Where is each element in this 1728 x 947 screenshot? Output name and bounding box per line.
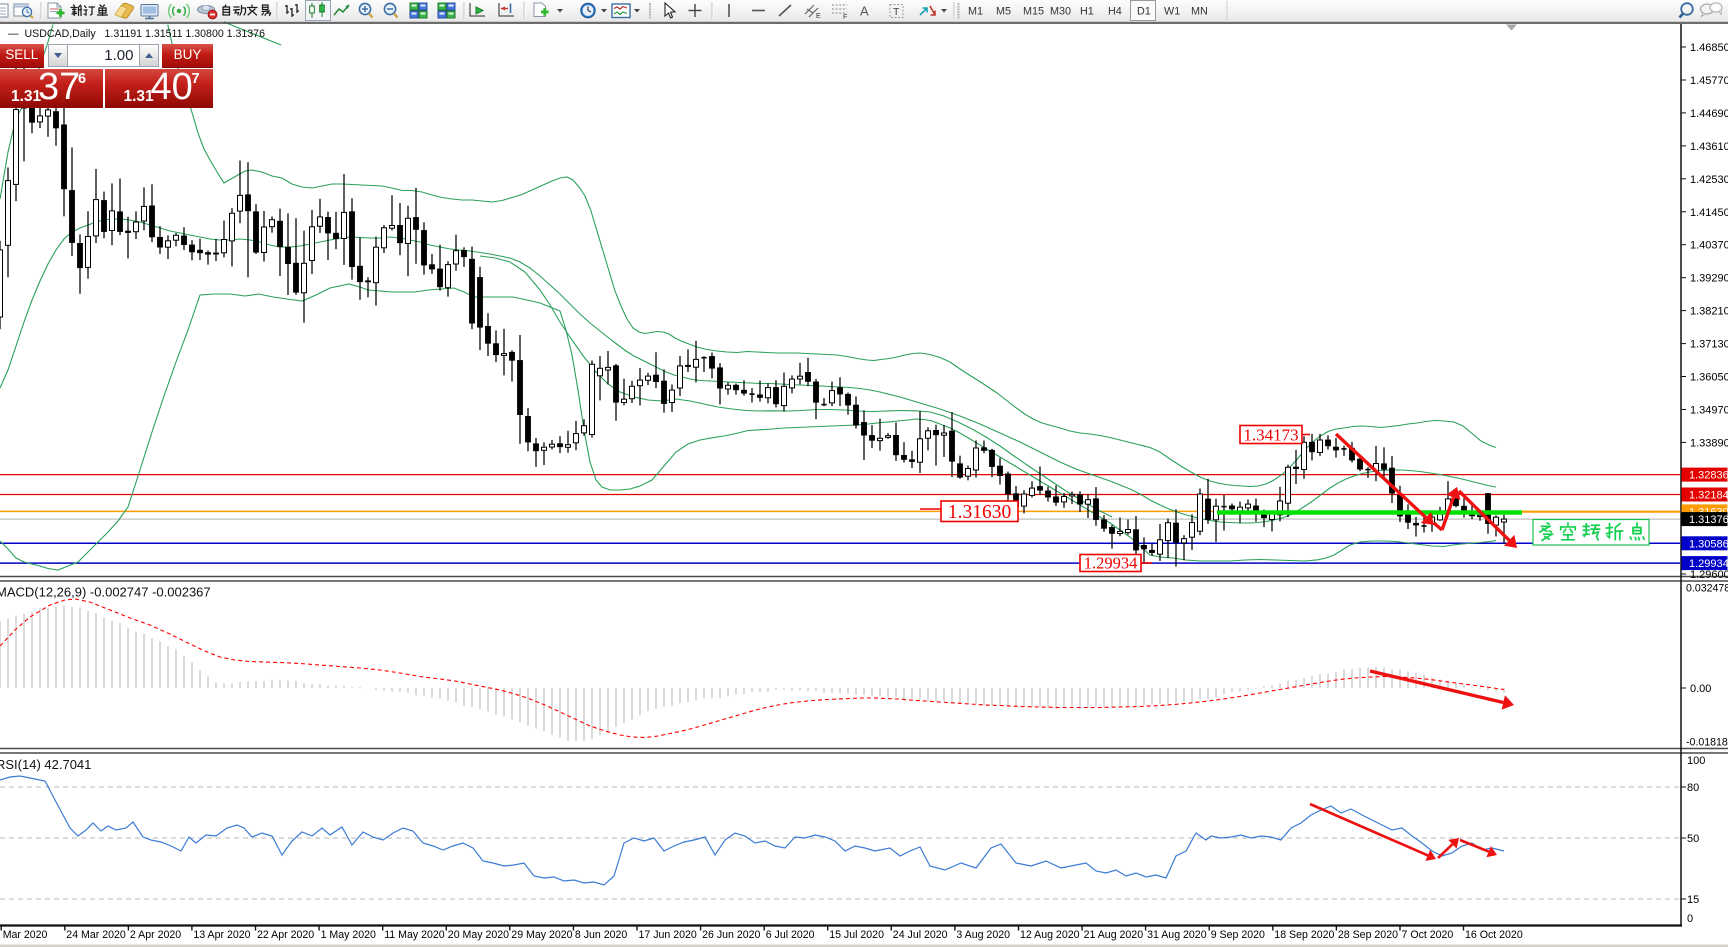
svg-text:F: F (843, 14, 847, 21)
svg-text:1.42530: 1.42530 (1690, 174, 1728, 186)
svg-text:0.032478: 0.032478 (1686, 583, 1728, 595)
svg-text:1.31376: 1.31376 (1689, 514, 1728, 526)
svg-text:1.34173: 1.34173 (1243, 425, 1298, 444)
svg-text:1 May 2020: 1 May 2020 (321, 929, 376, 941)
svg-text:16 Oct 2020: 16 Oct 2020 (1465, 929, 1523, 941)
svg-text:12 Aug 2020: 12 Aug 2020 (1020, 929, 1080, 941)
svg-text:1.29934: 1.29934 (1689, 558, 1728, 570)
svg-text:1.31630: 1.31630 (948, 502, 1011, 523)
svg-text:1.32184: 1.32184 (1689, 490, 1728, 502)
svg-text:M1: M1 (968, 6, 983, 18)
svg-text:RSI(14) 42.7041: RSI(14) 42.7041 (0, 757, 91, 772)
svg-text:1.37130: 1.37130 (1690, 339, 1728, 351)
svg-text:1.45770: 1.45770 (1690, 75, 1728, 87)
svg-text:24 Jul 2020: 24 Jul 2020 (893, 929, 948, 941)
svg-text:22 Apr 2020: 22 Apr 2020 (257, 929, 314, 941)
svg-text:1.40370: 1.40370 (1690, 240, 1728, 252)
svg-text:11 May 2020: 11 May 2020 (384, 929, 445, 941)
svg-text:7 Oct 2020: 7 Oct 2020 (1402, 929, 1454, 941)
svg-text:M30: M30 (1050, 6, 1071, 18)
svg-text:H4: H4 (1108, 6, 1122, 18)
svg-text:M5: M5 (996, 6, 1011, 18)
svg-text:1.41450: 1.41450 (1690, 207, 1728, 219)
svg-text:— USDCAD,Daily 1.31191 1.31: — USDCAD,Daily 1.31191 1.31511 1.30800 1… (8, 28, 265, 40)
svg-text:1.30586: 1.30586 (1689, 538, 1728, 550)
svg-text:1.29600: 1.29600 (1690, 569, 1728, 581)
svg-text:6 Jul 2020: 6 Jul 2020 (766, 929, 815, 941)
svg-text:13 Apr 2020: 13 Apr 2020 (193, 929, 250, 941)
svg-text:20 May 2020: 20 May 2020 (448, 929, 509, 941)
svg-text:MACD(12,26,9) -0.002747 -0.002: MACD(12,26,9) -0.002747 -0.002367 (0, 585, 211, 600)
svg-text:H1: H1 (1080, 6, 1094, 18)
svg-text:1.34970: 1.34970 (1690, 405, 1728, 417)
svg-text:Mar 2020: Mar 2020 (3, 929, 48, 941)
svg-text:9 Sep 2020: 9 Sep 2020 (1211, 929, 1265, 941)
svg-text:18 Sep 2020: 18 Sep 2020 (1274, 929, 1334, 941)
svg-text:1.39290: 1.39290 (1690, 273, 1728, 285)
svg-text:E: E (816, 13, 821, 20)
svg-text:24 Mar 2020: 24 Mar 2020 (66, 929, 126, 941)
svg-text:1.36050: 1.36050 (1690, 372, 1728, 384)
svg-text:50: 50 (1687, 833, 1699, 845)
svg-text:17 Jun 2020: 17 Jun 2020 (639, 929, 697, 941)
svg-text:28 Sep 2020: 28 Sep 2020 (1338, 929, 1398, 941)
svg-text:29 May 2020: 29 May 2020 (511, 929, 572, 941)
svg-text:D1: D1 (1137, 6, 1151, 18)
svg-text:MN: MN (1191, 6, 1208, 18)
svg-text:15: 15 (1687, 894, 1699, 906)
svg-text:-0.018182: -0.018182 (1686, 737, 1728, 749)
svg-text:T: T (893, 6, 900, 18)
svg-text:8 Jun 2020: 8 Jun 2020 (575, 929, 628, 941)
svg-text:1.38210: 1.38210 (1690, 306, 1728, 318)
svg-text:1.32836: 1.32836 (1689, 470, 1728, 482)
svg-text:M15: M15 (1023, 6, 1044, 18)
svg-text:A: A (860, 4, 869, 19)
svg-text:15 Jul 2020: 15 Jul 2020 (829, 929, 884, 941)
svg-text:1.29934: 1.29934 (1084, 554, 1138, 573)
svg-text:31 Aug 2020: 31 Aug 2020 (1147, 929, 1207, 941)
svg-text:0: 0 (1687, 913, 1693, 925)
svg-text:2 Apr 2020: 2 Apr 2020 (130, 929, 181, 941)
svg-text:1.33890: 1.33890 (1690, 437, 1728, 449)
svg-text:1.44690: 1.44690 (1690, 108, 1728, 120)
svg-text:80: 80 (1687, 782, 1699, 794)
svg-text:21 Aug 2020: 21 Aug 2020 (1084, 929, 1144, 941)
svg-text:26 Jun 2020: 26 Jun 2020 (702, 929, 760, 941)
svg-text:1.43610: 1.43610 (1690, 141, 1728, 153)
svg-text:100: 100 (1687, 755, 1705, 767)
svg-text:W1: W1 (1164, 6, 1180, 18)
svg-text:1.46850: 1.46850 (1690, 42, 1728, 54)
svg-text:0.00: 0.00 (1690, 683, 1711, 695)
svg-text:3 Aug 2020: 3 Aug 2020 (956, 929, 1010, 941)
